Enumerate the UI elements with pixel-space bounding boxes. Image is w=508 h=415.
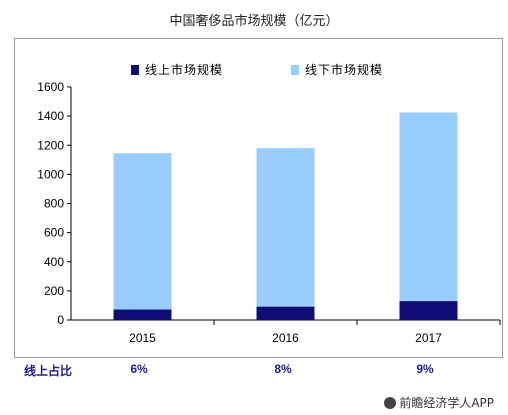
- brand-logo-icon: [384, 397, 397, 409]
- bar-online-2015: [113, 309, 172, 320]
- bar-offline-2017: [399, 112, 458, 302]
- x-tick-label: 2015: [129, 331, 156, 345]
- online-share-2016: 8%: [274, 362, 292, 376]
- y-tick-label: 600: [44, 226, 64, 240]
- x-tick-label: 2016: [272, 331, 299, 345]
- footer-credit-text: 前瞻经济学人APP: [399, 396, 494, 410]
- bar-chart: 0 200 400 600 800 1000 1200 1400 1600 2015 2016 201…: [37, 62, 501, 345]
- online-share-2017: 9%: [416, 362, 434, 376]
- y-tick-label: 1400: [37, 109, 64, 123]
- legend-label-online: 线上市场规模: [145, 62, 223, 77]
- y-tick-label: 400: [44, 255, 64, 269]
- bar-online-2016: [256, 306, 315, 320]
- y-tick-label: 1600: [37, 80, 64, 94]
- bar-offline-2016: [256, 148, 315, 307]
- x-tick-label: 2017: [415, 331, 442, 345]
- page-title: 中国奢侈品市场规模（亿元）: [169, 14, 339, 29]
- y-tick-label: 800: [44, 197, 64, 211]
- y-tick-label: 200: [44, 284, 64, 298]
- legend-swatch-offline: [291, 65, 299, 75]
- bar-offline-2015: [113, 153, 172, 310]
- online-share-2015: 6%: [130, 362, 148, 376]
- y-tick-label: 1000: [37, 167, 64, 181]
- chart-frame: 0 200 400 600 800 1000 1200 1400 1600 2015 2016 201…: [14, 38, 503, 358]
- legend-swatch-online: [131, 65, 139, 75]
- legend-label-offline: 线下市场规模: [305, 62, 383, 77]
- bar-online-2017: [399, 301, 458, 320]
- y-tick-label: 0: [57, 313, 64, 327]
- y-tick-label: 1200: [37, 138, 64, 152]
- footer-credit: 前瞻经济学人APP: [384, 394, 494, 411]
- online-share-label: 线上占比: [24, 364, 73, 378]
